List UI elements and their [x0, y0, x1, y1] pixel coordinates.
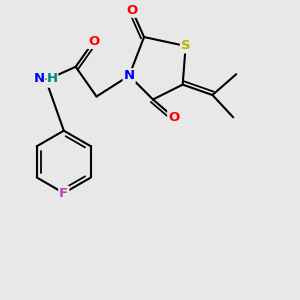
Text: O: O — [168, 111, 179, 124]
Text: N: N — [124, 69, 135, 82]
Text: F: F — [59, 187, 68, 200]
Text: O: O — [127, 4, 138, 17]
Text: H: H — [47, 72, 58, 85]
Text: O: O — [88, 35, 99, 48]
Text: H: H — [40, 74, 52, 87]
Text: S: S — [181, 40, 190, 52]
Text: N: N — [34, 72, 45, 85]
